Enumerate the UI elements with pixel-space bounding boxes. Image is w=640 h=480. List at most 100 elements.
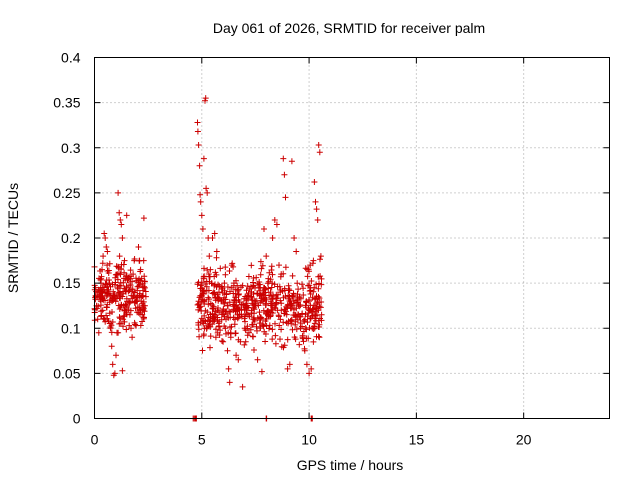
data-point [282,264,289,271]
data-point [301,347,308,354]
data-point [303,361,310,368]
data-point [219,338,225,344]
data-point [117,315,124,322]
data-point [234,305,241,312]
data-point [198,292,205,299]
data-point [218,298,225,305]
data-point [262,286,269,292]
data-point [263,253,270,260]
data-point [201,273,208,280]
data-point [308,278,315,284]
data-point [295,311,302,318]
data-point [291,334,298,341]
data-point [288,305,295,312]
data-point [303,335,310,342]
data-point [95,329,102,336]
data-point [288,158,295,165]
data-point [303,326,310,333]
data-point [224,302,231,309]
data-point [252,285,258,291]
data-point [227,334,234,341]
data-point [318,311,325,318]
data-point [316,299,322,306]
data-point [223,291,230,298]
data-point [285,295,292,302]
data-point [122,275,129,282]
y-tick-label: 0.3 [61,140,81,156]
data-point [206,321,213,328]
data-point [214,294,221,301]
data-point [245,273,252,280]
data-point [99,260,106,267]
data-point [235,314,242,321]
data-point [288,317,295,324]
data-point [286,361,293,368]
data-point [119,235,126,241]
x-axis-label: GPS time / hours [297,457,404,473]
data-point [202,95,209,102]
plot-frame [94,57,610,419]
data-point [244,283,251,290]
data-point [216,332,223,338]
data-point [257,315,264,322]
data-point [128,325,134,332]
data-point [284,302,291,309]
data-point [98,290,105,297]
data-point [106,310,113,317]
data-point [289,326,296,333]
data-point [194,119,201,126]
data-point [263,301,269,308]
data-point [198,315,205,322]
data-point [209,302,216,309]
data-point [276,322,283,329]
data-point [102,289,108,296]
data-point [242,318,248,325]
data-point [131,257,138,264]
data-point [269,235,276,241]
data-point [248,262,255,269]
data-point [234,304,241,311]
data-point [317,253,324,260]
data-point [113,352,119,359]
data-point [272,320,278,327]
data-point [92,296,99,303]
data-point [312,308,319,315]
data-point [309,325,316,332]
data-point [280,294,287,301]
data-point [139,311,146,318]
x-tick-label: 10 [301,432,317,448]
data-point [203,287,210,294]
data-point [258,265,265,272]
data-point [309,294,316,301]
data-point [214,314,221,321]
data-point [200,332,207,339]
data-point [201,265,207,272]
data-point [266,313,272,320]
data-point [121,257,128,264]
data-point [114,329,120,336]
data-point [226,299,233,306]
data-point [278,326,285,333]
data-point [310,257,317,264]
data-point [272,301,279,308]
y-tick-label: 0.2 [61,230,81,246]
data-point [103,281,109,288]
data-point [307,262,314,269]
y-axis-label: SRMTID / TECUs [5,183,21,293]
data-point [250,316,257,323]
data-point [116,314,123,321]
data-point [302,265,309,272]
data-point [251,347,257,353]
data-point [266,292,273,299]
data-point [140,314,147,321]
data-point [306,370,313,377]
data-point [293,326,300,333]
data-point [281,171,288,178]
ticks [94,57,610,419]
data-point [239,282,246,289]
data-point [119,367,126,374]
data-point [310,305,317,312]
data-point [126,311,133,318]
data-point [304,319,311,326]
data-point [252,298,259,305]
